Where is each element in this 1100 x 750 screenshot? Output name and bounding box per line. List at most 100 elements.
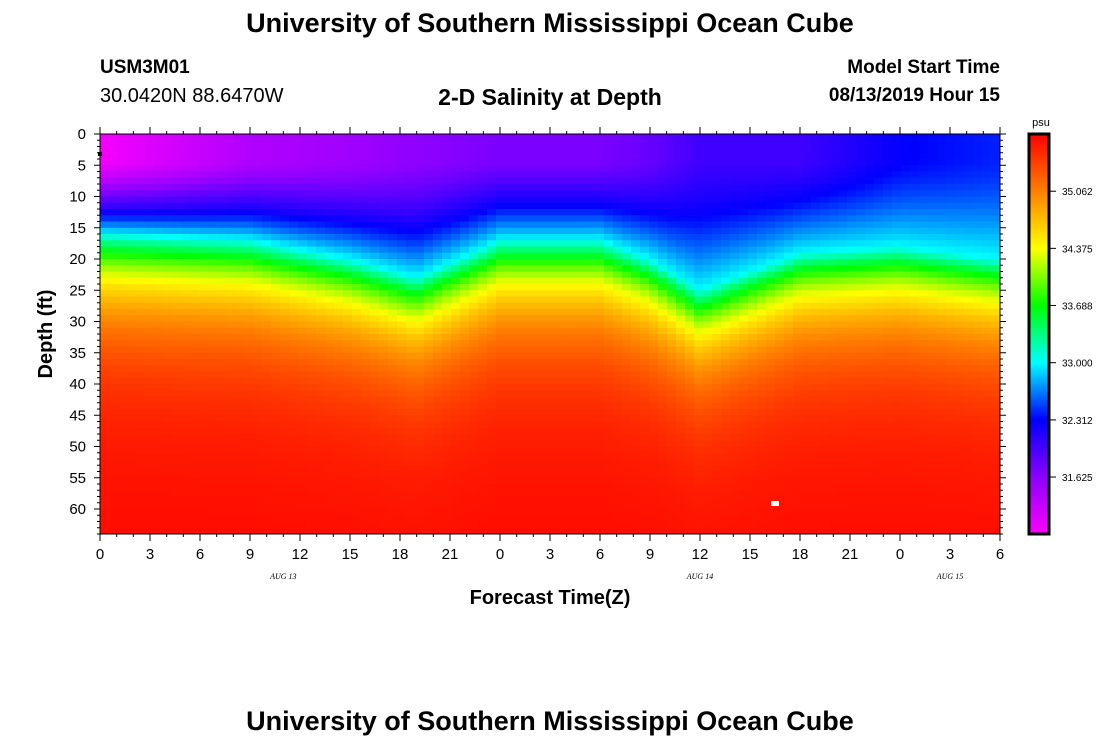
heatmap-cell — [370, 315, 380, 323]
heatmap-cell — [874, 290, 884, 298]
heatmap-cell — [640, 202, 650, 210]
heatmap-cell — [127, 265, 137, 273]
heatmap-cell — [145, 246, 155, 254]
heatmap-cell — [514, 302, 524, 310]
heatmap-cell — [487, 227, 497, 235]
heatmap-cell — [244, 140, 254, 148]
heatmap-cell — [802, 396, 812, 404]
heatmap-cell — [262, 440, 272, 448]
heatmap-cell — [460, 171, 470, 179]
heatmap-cell — [217, 290, 227, 298]
heatmap-cell — [937, 315, 947, 323]
heatmap-cell — [469, 340, 479, 348]
heatmap-cell — [883, 171, 893, 179]
heatmap-cell — [127, 346, 137, 354]
heatmap-cell — [703, 290, 713, 298]
heatmap-cell — [460, 377, 470, 385]
heatmap-cell — [820, 315, 830, 323]
heatmap-cell — [406, 177, 416, 185]
heatmap-cell — [343, 196, 353, 204]
heatmap-cell — [487, 265, 497, 273]
heatmap-cell — [289, 234, 299, 241]
heatmap-cell — [928, 352, 938, 360]
heatmap-cell — [460, 134, 470, 141]
heatmap-cell — [253, 396, 263, 404]
heatmap-cell — [460, 284, 470, 291]
heatmap-cell — [442, 215, 452, 223]
heatmap-cell — [928, 309, 938, 316]
heatmap-cell — [343, 302, 353, 310]
heatmap-cell — [172, 134, 182, 141]
heatmap-cell — [199, 196, 209, 204]
heatmap-cell — [847, 352, 857, 360]
heatmap-cell — [325, 265, 335, 273]
heatmap-cell — [973, 215, 983, 223]
heatmap-cell — [613, 321, 623, 329]
heatmap-cell — [937, 359, 947, 366]
heatmap-cell — [865, 171, 875, 179]
heatmap-cell — [217, 284, 227, 291]
heatmap-cell — [991, 140, 1000, 148]
heatmap-cell — [874, 409, 884, 416]
heatmap-cell — [433, 421, 443, 429]
heatmap-cell — [487, 421, 497, 429]
heatmap-cell — [721, 434, 731, 441]
heatmap-cell — [244, 434, 254, 441]
heatmap-cell — [946, 152, 956, 160]
heatmap-cell — [919, 165, 929, 173]
heatmap-cell — [325, 290, 335, 298]
heatmap-cell — [460, 221, 470, 229]
heatmap-cell — [109, 252, 119, 260]
heatmap-cell — [127, 152, 137, 160]
heatmap-cell — [955, 427, 965, 435]
heatmap-cell — [595, 302, 605, 310]
heatmap-cell — [586, 346, 596, 354]
heatmap-cell — [415, 240, 425, 248]
heatmap-cell — [235, 396, 245, 404]
heatmap-cell — [622, 290, 632, 298]
heatmap-cell — [712, 234, 722, 241]
heatmap-cell — [289, 334, 299, 341]
heatmap-cell — [703, 277, 713, 285]
heatmap-cell — [865, 234, 875, 241]
heatmap-cell — [883, 209, 893, 216]
heatmap-cell — [478, 259, 488, 266]
heatmap-cell — [820, 146, 830, 154]
heatmap-cell — [451, 190, 461, 198]
heatmap-cell — [568, 184, 578, 191]
heatmap-cell — [955, 315, 965, 323]
heatmap-cell — [901, 159, 911, 166]
heatmap-cell — [973, 134, 983, 141]
heatmap-cell — [811, 321, 821, 329]
heatmap-cell — [460, 434, 470, 441]
heatmap-cell — [658, 234, 668, 241]
heatmap-cell — [667, 190, 677, 198]
heatmap-cell — [244, 359, 254, 366]
heatmap-cell — [550, 377, 560, 385]
heatmap-cell — [892, 171, 902, 179]
heatmap-cell — [100, 259, 110, 266]
heatmap-cell — [433, 390, 443, 398]
heatmap-cell — [541, 421, 551, 429]
heatmap-cell — [460, 327, 470, 335]
heatmap-cell — [451, 177, 461, 185]
heatmap-cell — [829, 284, 839, 291]
heatmap-cell — [136, 171, 146, 179]
heatmap-cell — [469, 334, 479, 341]
heatmap-cell — [784, 284, 794, 291]
heatmap-cell — [721, 152, 731, 160]
heatmap-cell — [388, 427, 398, 435]
heatmap-cell — [595, 365, 605, 373]
heatmap-cell — [172, 371, 182, 379]
heatmap-cell — [514, 265, 524, 273]
heatmap-cell — [226, 334, 236, 341]
heatmap-cell — [424, 152, 434, 160]
heatmap-cell — [154, 359, 164, 366]
heatmap-cell — [397, 165, 407, 173]
heatmap-cell — [829, 271, 839, 279]
heatmap-cell — [487, 302, 497, 310]
heatmap-cell — [307, 384, 317, 391]
heatmap-cell — [487, 246, 497, 254]
heatmap-cell — [145, 171, 155, 179]
heatmap-cell — [685, 271, 695, 279]
